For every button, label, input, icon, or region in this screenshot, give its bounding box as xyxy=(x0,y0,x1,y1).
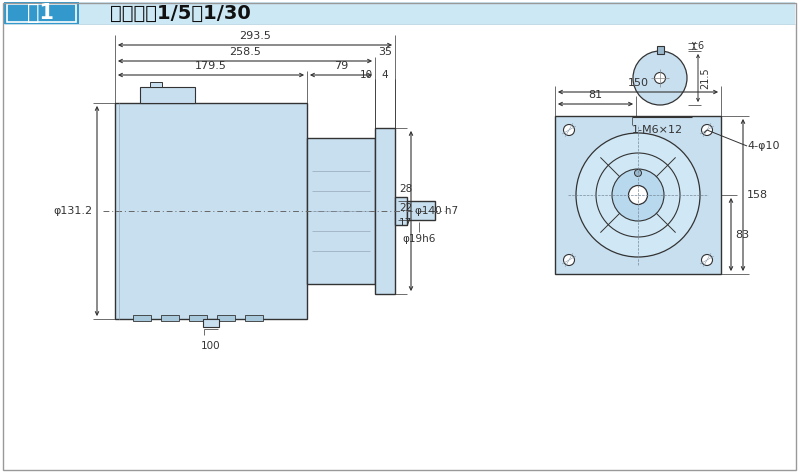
Bar xyxy=(657,46,663,54)
Circle shape xyxy=(629,185,647,204)
Text: φ131.2: φ131.2 xyxy=(54,206,93,216)
Bar xyxy=(150,82,162,87)
Text: 減速比　1/5～1/30: 減速比 1/5～1/30 xyxy=(110,3,250,23)
Text: 4-φ10: 4-φ10 xyxy=(747,141,779,151)
Text: 81: 81 xyxy=(589,90,602,100)
Bar xyxy=(203,319,219,327)
Text: 10: 10 xyxy=(360,70,373,80)
FancyBboxPatch shape xyxy=(79,2,795,24)
Bar xyxy=(161,315,179,321)
Circle shape xyxy=(654,72,666,84)
Bar xyxy=(140,87,195,103)
Bar xyxy=(555,116,721,274)
Text: 17: 17 xyxy=(399,218,412,228)
Circle shape xyxy=(612,169,664,221)
Circle shape xyxy=(576,133,700,257)
Text: 293.5: 293.5 xyxy=(239,31,271,41)
Text: 図1: 図1 xyxy=(27,3,54,23)
Text: φ19h6: φ19h6 xyxy=(402,235,436,245)
Text: 100: 100 xyxy=(201,341,221,351)
Text: 79: 79 xyxy=(334,61,348,71)
Text: 150: 150 xyxy=(627,78,649,88)
Text: φ140 h7: φ140 h7 xyxy=(415,206,458,216)
Bar xyxy=(307,138,375,284)
Text: 83: 83 xyxy=(735,229,749,239)
Circle shape xyxy=(702,124,713,135)
Text: 4: 4 xyxy=(382,70,388,80)
Circle shape xyxy=(563,254,574,265)
Text: 6: 6 xyxy=(697,41,703,51)
Text: 1-M6×12: 1-M6×12 xyxy=(632,125,683,135)
Text: 179.5: 179.5 xyxy=(195,61,227,71)
Circle shape xyxy=(634,169,642,176)
Bar xyxy=(189,315,207,321)
Bar xyxy=(245,315,263,321)
Bar xyxy=(395,197,407,225)
Bar xyxy=(133,315,151,321)
Text: 158: 158 xyxy=(747,190,768,200)
Bar xyxy=(217,315,235,321)
Bar xyxy=(407,201,435,220)
Text: 22: 22 xyxy=(399,203,412,213)
Bar xyxy=(115,103,307,319)
Bar xyxy=(375,128,395,294)
Text: 28: 28 xyxy=(399,184,412,194)
Circle shape xyxy=(563,124,574,135)
Circle shape xyxy=(702,254,713,265)
Text: 258.5: 258.5 xyxy=(229,47,261,57)
FancyBboxPatch shape xyxy=(4,2,79,24)
Text: 35: 35 xyxy=(378,47,392,57)
Circle shape xyxy=(633,51,687,105)
Text: 21.5: 21.5 xyxy=(700,67,710,89)
